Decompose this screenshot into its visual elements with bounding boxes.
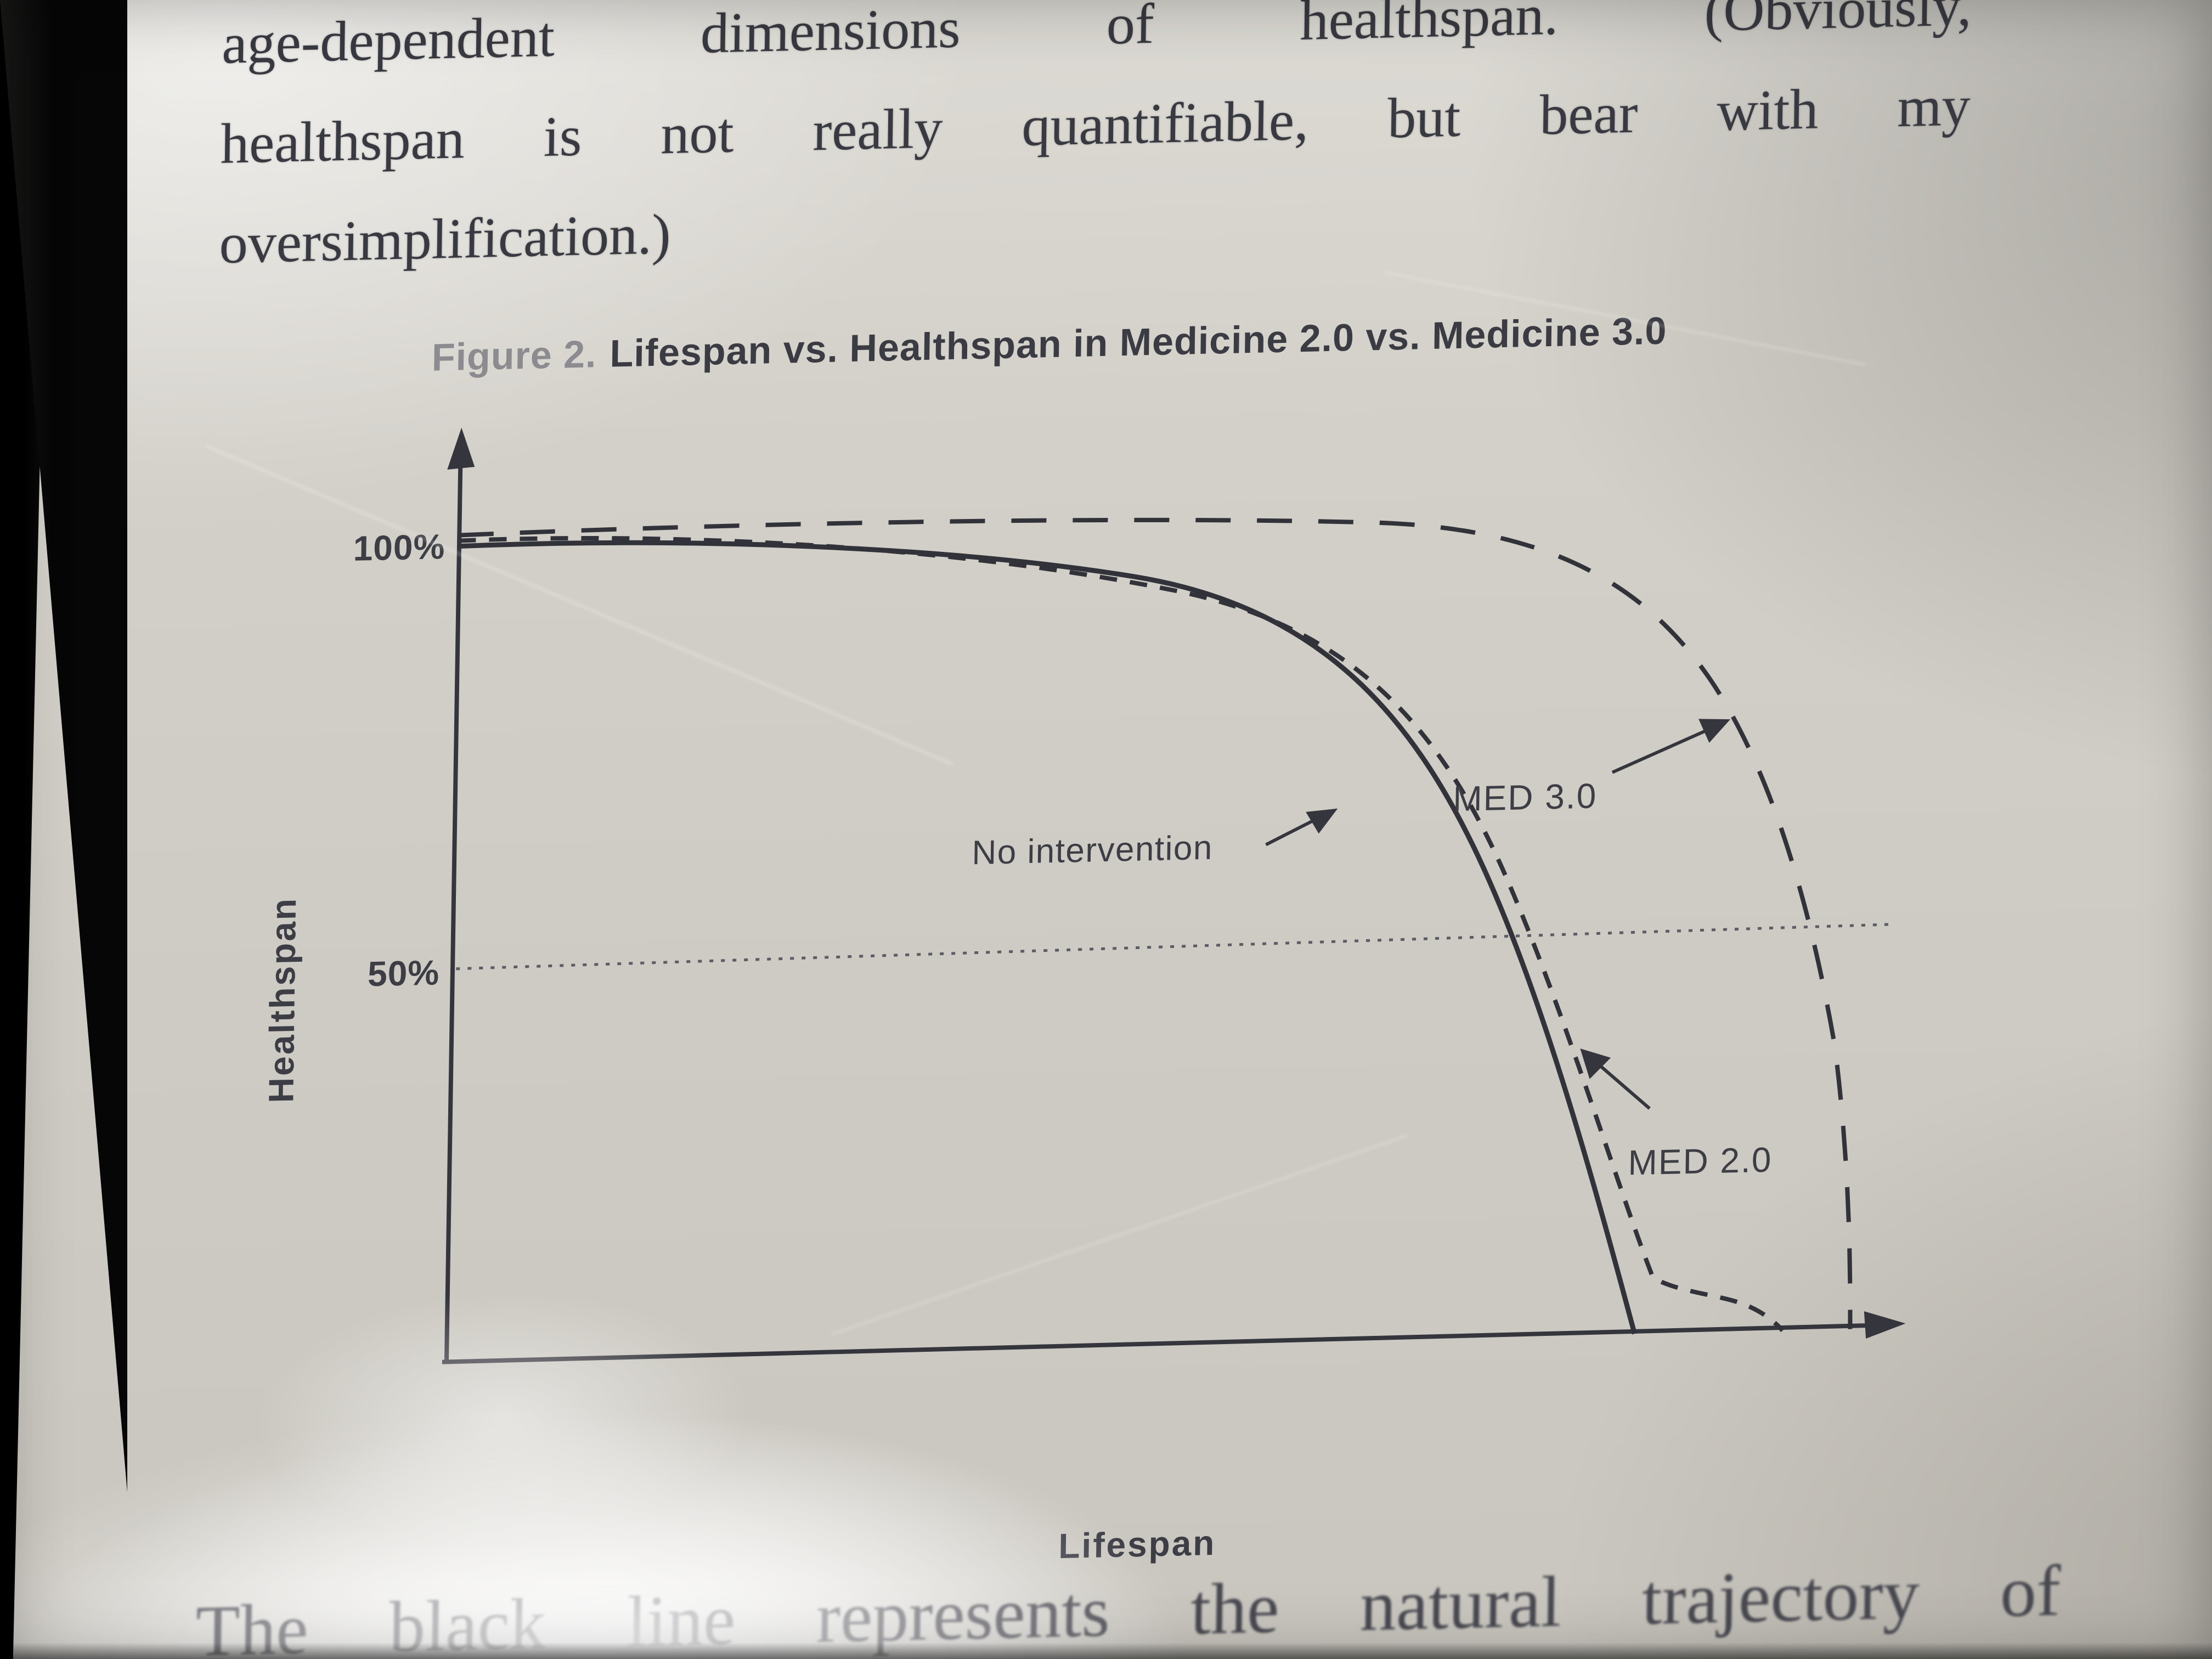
x-axis: [442, 1323, 1876, 1364]
med-2-0-label: MED 2.0: [1628, 1140, 1773, 1183]
med-2-0-curve: [458, 536, 1785, 1333]
med-2-0-arrow: [1596, 1062, 1651, 1110]
med-3-0-arrowhead-icon: [1699, 719, 1731, 743]
fifty-percent-dotted-line: [456, 923, 1895, 970]
med-3-0-curve: [458, 517, 1853, 1329]
med-3-0-arrow: [1611, 728, 1709, 774]
y-axis-arrowhead-icon: [447, 427, 475, 470]
no-intervention-arrow: [1265, 816, 1320, 847]
x-axis-title: Lifespan: [1058, 1523, 1216, 1566]
no-intervention-curve: [458, 540, 1637, 1335]
y-axis: [444, 453, 463, 1363]
y-axis-title: Healthspan: [261, 897, 303, 1104]
y-tick-50: 50%: [368, 953, 440, 994]
no-intervention-label: No intervention: [972, 829, 1213, 872]
bottom-edge-shadow: [0, 1643, 2212, 1659]
x-axis-arrowhead-icon: [1864, 1311, 1906, 1339]
med-3-0-label: MED 3.0: [1453, 776, 1598, 819]
y-tick-100: 100%: [353, 527, 445, 568]
no-intervention-arrowhead-icon: [1306, 808, 1338, 834]
med-2-0-arrowhead-icon: [1580, 1048, 1611, 1079]
